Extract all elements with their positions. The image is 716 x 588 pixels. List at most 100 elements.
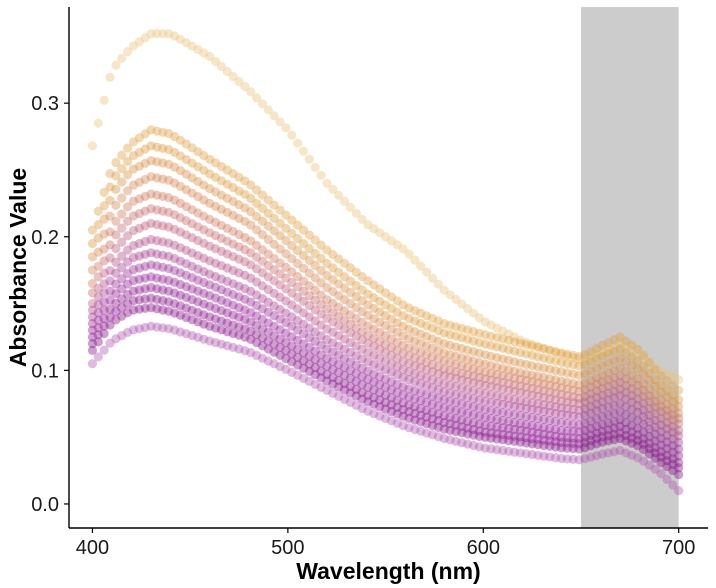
data-point	[668, 454, 678, 464]
data-point	[615, 339, 625, 349]
data-point	[134, 177, 144, 187]
data-point	[193, 307, 203, 318]
data-point	[545, 394, 555, 404]
data-point	[99, 297, 109, 307]
data-point	[392, 296, 402, 306]
data-point	[134, 208, 144, 219]
data-point	[597, 377, 608, 387]
data-point	[515, 358, 526, 368]
data-point	[404, 249, 414, 259]
data-point	[205, 280, 215, 290]
data-point	[574, 433, 584, 443]
data-point	[398, 311, 408, 321]
data-point	[492, 342, 502, 352]
data-point	[404, 375, 414, 385]
data-point	[380, 347, 391, 357]
x-axis-title: Wavelength (nm)	[296, 558, 480, 584]
data-point	[298, 250, 309, 261]
data-point	[380, 310, 391, 321]
data-point	[498, 384, 508, 394]
data-point	[158, 262, 168, 272]
data-point	[521, 389, 531, 399]
data-point	[287, 254, 297, 264]
data-point	[164, 238, 174, 248]
data-point	[556, 425, 567, 436]
data-point	[117, 284, 127, 294]
data-point	[521, 359, 531, 370]
data-point	[193, 208, 203, 218]
data-point	[474, 426, 484, 436]
data-point	[257, 245, 268, 255]
data-point	[287, 215, 297, 225]
data-point	[334, 290, 344, 301]
data-point	[193, 191, 203, 202]
data-point	[586, 395, 596, 405]
data-point	[169, 195, 180, 205]
data-point	[603, 367, 613, 378]
data-point	[668, 372, 678, 382]
data-point	[515, 425, 526, 435]
data-point	[117, 262, 127, 273]
data-point	[427, 367, 438, 377]
data-point	[345, 337, 355, 348]
data-point	[269, 311, 279, 321]
data-point	[468, 410, 479, 420]
data-point	[656, 427, 666, 437]
data-point	[293, 245, 303, 256]
data-point	[322, 335, 332, 345]
data-point	[269, 226, 279, 236]
data-point	[504, 365, 514, 375]
data-point	[210, 303, 221, 314]
data-point	[550, 346, 561, 357]
data-point	[345, 263, 355, 273]
data-point	[521, 339, 531, 350]
data-point	[369, 224, 379, 234]
data-point	[422, 357, 432, 368]
data-point	[169, 224, 180, 234]
data-point	[457, 399, 467, 409]
data-point	[93, 261, 103, 271]
data-point	[668, 421, 678, 432]
data-point	[609, 393, 619, 403]
data-point	[322, 361, 332, 371]
data-point	[228, 289, 238, 300]
data-point	[334, 382, 344, 392]
data-point	[105, 211, 115, 221]
data-point	[422, 373, 432, 383]
data-point	[351, 291, 361, 302]
data-point	[87, 141, 98, 151]
data-point	[568, 426, 578, 436]
data-point	[181, 169, 191, 179]
y-tick-label: 0.0	[31, 494, 59, 516]
data-point	[111, 200, 121, 210]
data-point	[99, 201, 109, 211]
data-point	[146, 248, 156, 258]
data-point	[357, 306, 367, 317]
data-point	[199, 319, 209, 329]
data-point	[181, 230, 191, 240]
data-point	[392, 387, 402, 397]
data-point	[275, 292, 285, 302]
data-point	[427, 414, 438, 424]
data-point	[199, 288, 209, 298]
data-point	[298, 319, 309, 330]
data-point	[164, 175, 174, 185]
data-point	[568, 444, 578, 454]
data-point	[222, 207, 232, 217]
data-point	[123, 170, 133, 180]
data-point	[187, 158, 197, 168]
data-point	[216, 261, 227, 271]
data-point	[175, 327, 185, 337]
data-point	[328, 249, 338, 260]
data-point	[181, 259, 191, 269]
data-point	[117, 177, 127, 187]
data-point	[123, 47, 133, 57]
data-point	[158, 158, 168, 168]
data-point	[187, 330, 197, 341]
data-point	[216, 316, 227, 326]
data-point	[99, 305, 109, 315]
data-point	[386, 359, 397, 369]
data-point	[509, 357, 520, 367]
data-point	[662, 376, 672, 386]
data-point	[521, 426, 531, 436]
